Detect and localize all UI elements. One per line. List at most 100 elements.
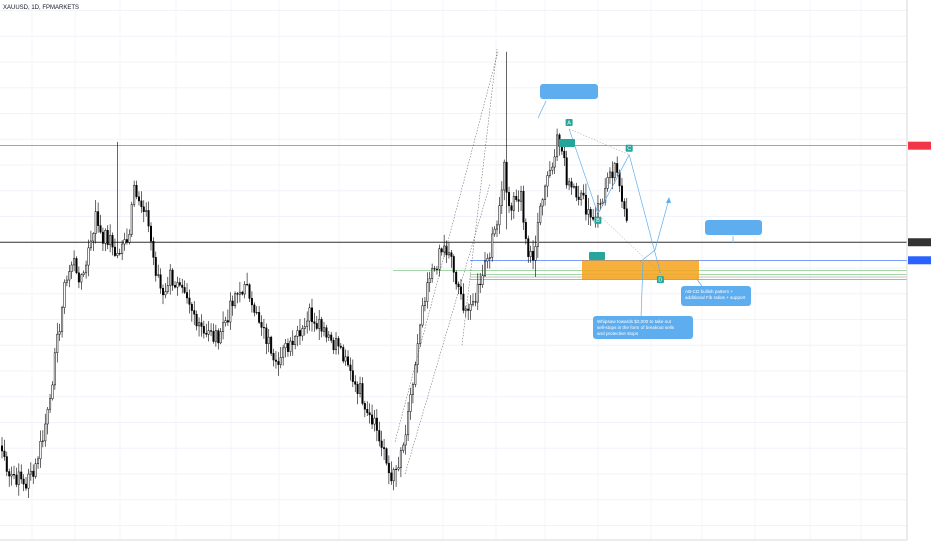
candle-body bbox=[39, 441, 42, 460]
candle-body bbox=[3, 450, 6, 457]
candle-body bbox=[262, 327, 265, 329]
candle-body bbox=[613, 163, 616, 179]
candle-body bbox=[536, 222, 539, 247]
candle-body bbox=[183, 287, 186, 293]
candle-body bbox=[493, 228, 496, 235]
ratio-tag bbox=[559, 139, 575, 147]
candle-body bbox=[445, 245, 448, 256]
candle-body bbox=[135, 185, 138, 198]
candle-body bbox=[178, 282, 181, 286]
candle-body bbox=[145, 210, 148, 212]
candle-body bbox=[289, 340, 292, 352]
candle-body bbox=[580, 192, 583, 200]
candle-body bbox=[51, 384, 54, 399]
candle-body bbox=[171, 269, 174, 286]
abcd-point-tag bbox=[656, 276, 664, 284]
candle-body bbox=[411, 384, 414, 395]
candle-body bbox=[154, 257, 157, 276]
candle-body bbox=[298, 330, 301, 337]
candle-body bbox=[224, 320, 227, 324]
candle-body bbox=[8, 471, 11, 477]
symbol-label: XAUUSD, 1D, FPMARKETS bbox=[3, 5, 79, 11]
candle-body bbox=[89, 240, 92, 249]
candle-body bbox=[75, 258, 78, 274]
candle-body bbox=[383, 447, 386, 449]
candle-body bbox=[118, 253, 121, 255]
candle-body bbox=[498, 205, 501, 226]
candle-body bbox=[546, 175, 549, 187]
price-axis[interactable] bbox=[908, 141, 931, 265]
candle-body bbox=[22, 478, 25, 485]
candle-body bbox=[476, 283, 479, 303]
candle-body bbox=[13, 474, 16, 476]
candle-body bbox=[608, 171, 611, 178]
candle-body bbox=[58, 331, 61, 335]
candle-body bbox=[250, 298, 253, 306]
candle-body bbox=[366, 409, 369, 413]
candle-body bbox=[284, 343, 287, 349]
candle-body bbox=[17, 471, 20, 485]
candle-body bbox=[351, 370, 354, 382]
callout-pointer bbox=[537, 100, 547, 119]
candle-body bbox=[604, 188, 607, 203]
candle-body bbox=[335, 338, 338, 351]
candle-body bbox=[303, 326, 306, 329]
candle-body bbox=[375, 417, 378, 431]
candle-body bbox=[568, 181, 571, 186]
candle-body bbox=[560, 146, 563, 152]
whipsaw-note-callout-text: Whipsaw towards $2,000 to take out sell-s… bbox=[597, 319, 675, 336]
abcd-ratio-line bbox=[569, 128, 630, 155]
candle-body bbox=[532, 250, 535, 261]
candle-body bbox=[174, 285, 177, 288]
candle-body bbox=[392, 469, 395, 482]
trend-line-dotted bbox=[404, 184, 491, 475]
candle-body bbox=[623, 201, 626, 210]
candle-body bbox=[149, 225, 152, 242]
candle-body bbox=[318, 319, 321, 329]
candle-body bbox=[258, 312, 261, 323]
ratio-tag bbox=[589, 252, 605, 260]
candle-body bbox=[421, 305, 424, 326]
candle-body bbox=[337, 338, 340, 347]
candle-body bbox=[270, 336, 273, 354]
candle-body bbox=[323, 327, 326, 332]
candle-body bbox=[94, 211, 97, 234]
candle-body bbox=[539, 205, 542, 223]
candle-body bbox=[77, 272, 80, 283]
candle-body bbox=[387, 462, 390, 474]
candle-body bbox=[157, 274, 160, 276]
candle-body bbox=[544, 185, 547, 200]
candle-body bbox=[294, 336, 297, 345]
candle-body bbox=[234, 293, 237, 307]
candle-body bbox=[589, 209, 592, 218]
abcd-point-tag bbox=[594, 216, 602, 224]
candle-body bbox=[87, 247, 90, 266]
candle-body bbox=[488, 257, 491, 259]
candle-body bbox=[455, 272, 458, 285]
candle-body bbox=[332, 340, 335, 351]
candle-body bbox=[181, 284, 184, 288]
candle-body bbox=[368, 412, 371, 416]
candle-body bbox=[315, 323, 318, 329]
abcd-leg bbox=[597, 154, 630, 215]
candle-body bbox=[371, 414, 374, 425]
candle-body bbox=[582, 192, 585, 196]
candle-body bbox=[41, 440, 44, 442]
candle-body bbox=[457, 283, 460, 288]
candle-body bbox=[529, 250, 532, 257]
candle-body bbox=[111, 235, 114, 248]
candle-body bbox=[99, 225, 102, 233]
candle-body bbox=[484, 260, 487, 276]
candle-body bbox=[101, 231, 104, 244]
candle-body bbox=[104, 230, 107, 244]
candle-body bbox=[435, 268, 438, 270]
abcd-point-label: C bbox=[627, 146, 631, 152]
candle-body bbox=[255, 312, 258, 314]
candle-body bbox=[20, 471, 23, 480]
candle-body bbox=[587, 209, 590, 215]
candle-body bbox=[236, 293, 239, 295]
candle-body bbox=[363, 403, 366, 410]
candle-body bbox=[596, 203, 599, 218]
